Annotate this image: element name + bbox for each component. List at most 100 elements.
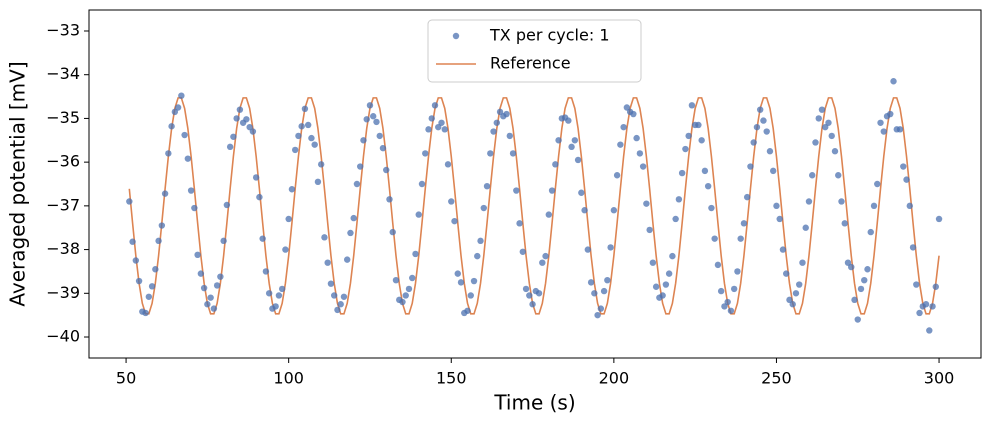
data-point [779,246,787,253]
data-point [278,285,286,293]
data-point [545,211,553,218]
data-point [357,163,364,170]
data-point [672,215,679,223]
data-point [487,150,494,157]
data-point [428,115,435,122]
data-point [383,166,390,174]
data-point [314,178,322,186]
legend-swatch [452,32,460,40]
data-point [727,307,735,314]
data-point [392,276,400,284]
data-point [340,293,348,300]
data-point [688,102,696,109]
data-point [639,163,647,170]
data-point [295,132,302,140]
data-point [275,292,283,299]
data-point [802,224,809,231]
data-point [714,261,722,269]
data-point [880,128,887,135]
data-point [236,106,244,113]
data-point [903,176,910,183]
data-point [815,115,822,122]
x-tick-label: 100 [273,369,304,388]
data-point [760,117,767,124]
data-point [441,126,448,133]
legend-label: TX per cycle: 1 [489,26,610,45]
data-point [783,270,790,277]
data-point [851,296,858,304]
data-point [809,172,816,179]
data-point [376,132,383,140]
data-point [568,143,575,151]
data-point [265,290,273,297]
data-point [594,311,601,319]
data-point [838,198,845,205]
data-point [600,287,608,295]
data-point [483,182,491,190]
data-point [574,156,582,164]
data-point [649,259,657,266]
data-point [773,202,780,210]
y-tick-label: −40 [46,327,80,346]
data-point [155,237,162,245]
data-point [474,252,481,260]
data-point [578,189,585,196]
data-point [321,234,328,241]
data-point [913,281,920,288]
data-point [506,132,513,140]
data-point [743,193,751,201]
x-tick-label: 150 [436,369,467,388]
data-point [753,123,761,131]
data-point [165,150,172,157]
data-point [682,145,689,153]
data-point [867,228,874,236]
data-point [285,215,292,223]
x-tick-label: 200 [599,369,630,388]
data-point [327,280,335,287]
data-point [770,167,777,175]
y-tick-label: −36 [46,152,80,171]
data-point [405,285,413,293]
data-point [347,229,354,237]
data-point [370,113,377,120]
data-point [168,123,175,130]
data-point [685,132,692,140]
data-point [226,143,234,151]
data-point [643,200,650,207]
data-point [282,246,289,253]
data-point [184,155,192,162]
data-point [786,296,793,304]
data-point [191,204,198,212]
data-point [864,266,871,273]
data-point [412,250,419,258]
data-point [841,220,848,227]
data-point [763,128,770,135]
data-point [174,104,182,111]
data-point [870,202,878,210]
data-point [438,119,445,126]
data-point [678,169,686,177]
data-point [213,282,221,289]
data-point [874,180,881,188]
data-point [932,283,939,290]
x-axis-label: Time (s) [493,391,575,415]
data-point [435,123,442,131]
data-point [620,123,627,131]
data-point [789,301,796,308]
data-point [831,148,839,155]
data-point [207,294,214,301]
data-point [617,141,624,148]
data-point [243,116,250,123]
plot-area [126,78,943,334]
data-point [776,215,783,223]
data-point [210,305,218,312]
data-point [900,163,907,170]
data-point [669,252,676,260]
data-point [496,108,504,116]
data-point [636,150,644,157]
data-point [662,281,670,288]
data-point [464,307,471,314]
data-point [877,119,884,126]
data-point [402,292,409,299]
data-point [197,270,205,277]
